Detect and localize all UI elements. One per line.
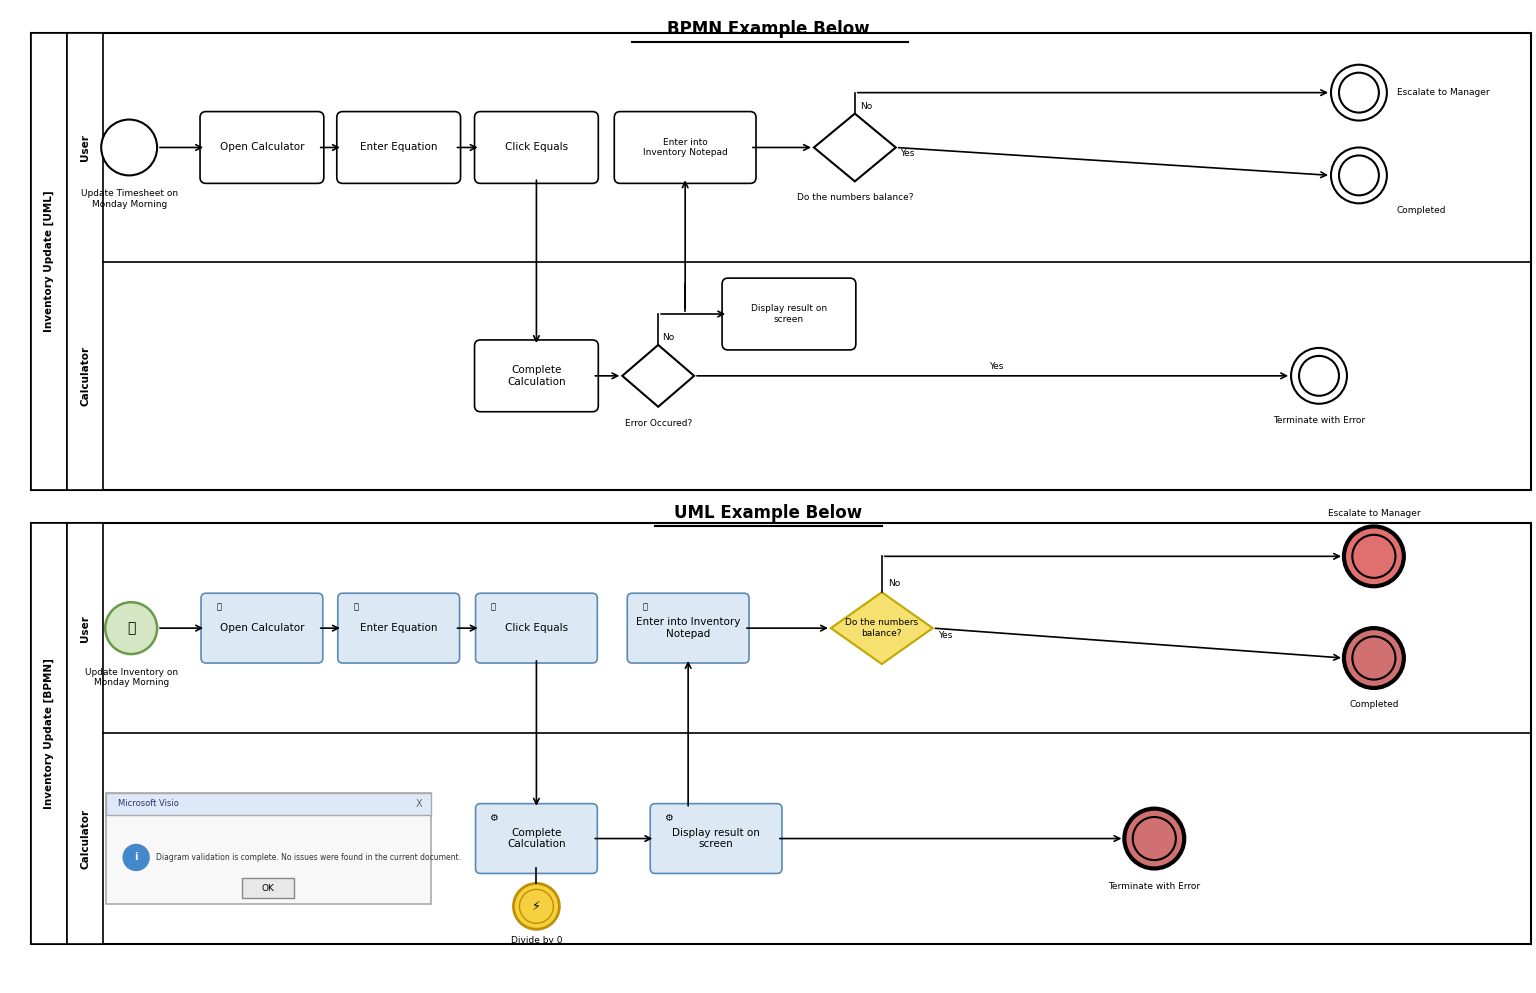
- FancyBboxPatch shape: [336, 111, 461, 184]
- Polygon shape: [622, 345, 694, 407]
- Circle shape: [1339, 156, 1379, 196]
- Text: 🕐: 🕐: [127, 622, 135, 636]
- Text: Inventory Update [UML]: Inventory Update [UML]: [45, 191, 54, 333]
- Text: Yes: Yes: [989, 361, 1003, 370]
- Text: Enter Equation: Enter Equation: [359, 142, 438, 153]
- Text: Click Equals: Click Equals: [505, 142, 568, 153]
- Circle shape: [1332, 148, 1387, 204]
- Text: Terminate with Error: Terminate with Error: [1109, 883, 1200, 892]
- Text: User: User: [80, 134, 91, 161]
- Text: ⚡: ⚡: [531, 900, 541, 913]
- FancyBboxPatch shape: [200, 111, 324, 184]
- Circle shape: [1292, 348, 1347, 404]
- FancyBboxPatch shape: [627, 593, 750, 663]
- Circle shape: [513, 884, 559, 929]
- Text: Microsoft Visio: Microsoft Visio: [118, 799, 180, 808]
- Circle shape: [1339, 72, 1379, 112]
- FancyBboxPatch shape: [476, 593, 598, 663]
- Text: Completed: Completed: [1396, 206, 1447, 214]
- Text: i: i: [134, 852, 138, 863]
- Text: Open Calculator: Open Calculator: [220, 624, 304, 634]
- Circle shape: [104, 602, 157, 654]
- Bar: [68, 523, 103, 943]
- Text: Diagram validation is complete. No issues were found in the current document.: Diagram validation is complete. No issue…: [157, 853, 461, 862]
- Text: Do the numbers
balance?: Do the numbers balance?: [845, 619, 919, 638]
- Text: Display result on
screen: Display result on screen: [751, 304, 826, 324]
- Circle shape: [519, 890, 553, 923]
- Text: 🗋: 🗋: [217, 602, 221, 612]
- Bar: [243, 879, 295, 899]
- Text: 🗋: 🗋: [492, 602, 496, 612]
- Bar: [31, 34, 68, 490]
- Text: ⚙: ⚙: [488, 812, 498, 822]
- Bar: [31, 523, 1530, 943]
- FancyBboxPatch shape: [476, 803, 598, 874]
- Text: Escalate to Manager: Escalate to Manager: [1327, 509, 1421, 518]
- Text: Calculator: Calculator: [80, 346, 91, 406]
- Bar: [106, 792, 430, 814]
- Text: BPMN Example Below: BPMN Example Below: [667, 20, 869, 39]
- Text: Update Timesheet on
Monday Morning: Update Timesheet on Monday Morning: [80, 190, 178, 209]
- Bar: [68, 34, 103, 490]
- Text: Calculator: Calculator: [80, 808, 91, 869]
- Circle shape: [101, 119, 157, 176]
- Text: Click Equals: Click Equals: [505, 624, 568, 634]
- Polygon shape: [831, 592, 932, 664]
- Text: Error Occured?: Error Occured?: [625, 419, 691, 428]
- Text: No: No: [662, 333, 674, 342]
- Circle shape: [1332, 65, 1387, 120]
- Text: Escalate to Manager: Escalate to Manager: [1396, 88, 1490, 97]
- Circle shape: [1124, 808, 1184, 869]
- Bar: [31, 34, 1530, 490]
- FancyBboxPatch shape: [475, 111, 599, 184]
- FancyBboxPatch shape: [650, 803, 782, 874]
- Circle shape: [123, 844, 149, 871]
- FancyBboxPatch shape: [338, 593, 459, 663]
- FancyBboxPatch shape: [475, 340, 599, 412]
- Bar: [106, 792, 430, 905]
- Polygon shape: [814, 113, 895, 182]
- Text: Open Calculator: Open Calculator: [220, 142, 304, 153]
- Text: Terminate with Error: Terminate with Error: [1273, 416, 1366, 425]
- Text: Do the numbers balance?: Do the numbers balance?: [797, 194, 912, 203]
- Text: Complete
Calculation: Complete Calculation: [507, 828, 565, 849]
- Text: Complete
Calculation: Complete Calculation: [507, 365, 565, 386]
- Text: Enter Equation: Enter Equation: [359, 624, 438, 634]
- Circle shape: [1344, 629, 1404, 688]
- Text: 🗋: 🗋: [642, 602, 648, 612]
- Text: OK: OK: [263, 884, 275, 893]
- FancyBboxPatch shape: [201, 593, 323, 663]
- Text: ⚙: ⚙: [664, 812, 673, 822]
- Text: User: User: [80, 615, 91, 641]
- Text: Enter into
Inventory Notepad: Enter into Inventory Notepad: [642, 138, 728, 157]
- Circle shape: [1352, 535, 1396, 578]
- Circle shape: [1132, 817, 1177, 860]
- Text: Yes: Yes: [937, 632, 952, 640]
- Text: Completed: Completed: [1349, 700, 1399, 709]
- Text: Inventory Update [BPMN]: Inventory Update [BPMN]: [45, 658, 54, 808]
- Text: X: X: [415, 798, 422, 808]
- Text: UML Example Below: UML Example Below: [674, 504, 862, 522]
- FancyBboxPatch shape: [614, 111, 756, 184]
- Text: Display result on
screen: Display result on screen: [673, 828, 760, 849]
- Bar: [31, 523, 68, 943]
- Circle shape: [1344, 526, 1404, 586]
- Text: Enter into Inventory
Notepad: Enter into Inventory Notepad: [636, 618, 740, 638]
- Circle shape: [1352, 637, 1396, 679]
- Text: Update Inventory on
Monday Morning: Update Inventory on Monday Morning: [84, 668, 178, 687]
- Text: Yes: Yes: [900, 150, 914, 159]
- Text: Divide by 0: Divide by 0: [510, 936, 562, 945]
- FancyBboxPatch shape: [722, 278, 856, 350]
- Text: No: No: [860, 101, 872, 110]
- Text: No: No: [888, 579, 900, 588]
- Circle shape: [1299, 355, 1339, 396]
- Text: 🗋: 🗋: [353, 602, 358, 612]
